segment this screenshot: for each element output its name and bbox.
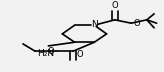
Text: N: N bbox=[91, 20, 98, 29]
Text: O: O bbox=[133, 19, 140, 28]
Text: O: O bbox=[76, 50, 83, 59]
Text: O: O bbox=[47, 47, 54, 56]
Text: H₂N: H₂N bbox=[37, 49, 54, 58]
Text: O: O bbox=[112, 1, 118, 10]
